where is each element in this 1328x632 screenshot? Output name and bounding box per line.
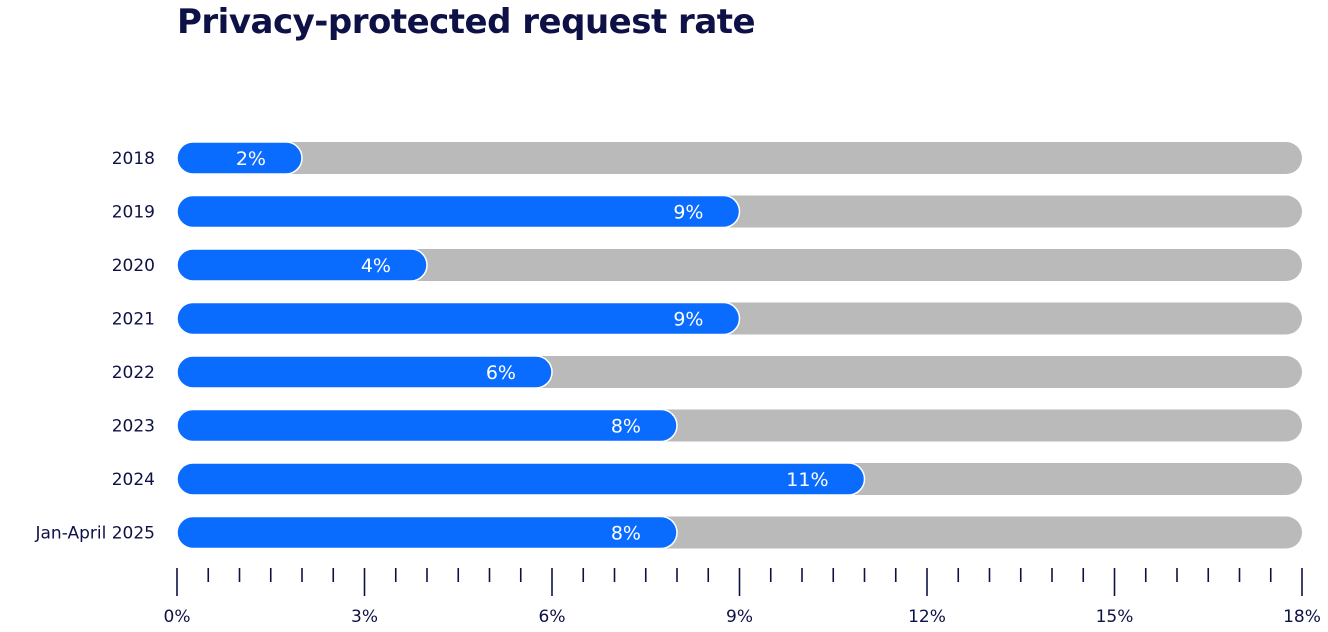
category-labels: 2018 2019 2020 2021 2022 2023 2024 Jan-April 20… xyxy=(35,149,156,544)
bar xyxy=(176,462,866,496)
x-tick-label: 3% xyxy=(351,607,378,627)
bar xyxy=(176,408,678,443)
category-label: 2024 xyxy=(112,470,155,490)
bar xyxy=(176,355,553,389)
x-tick-label: 6% xyxy=(539,607,566,627)
x-tick-label: 15% xyxy=(1096,607,1134,627)
category-label: 2020 xyxy=(112,256,155,276)
x-tick-label: 0% xyxy=(164,607,191,627)
chart-title: Privacy-protected request rate xyxy=(177,2,756,42)
bar xyxy=(176,194,741,229)
bar-value-label: 9% xyxy=(673,309,703,331)
bar-value-label: 8% xyxy=(611,523,641,545)
bar-value-label: 2% xyxy=(236,148,266,170)
bar xyxy=(176,515,678,550)
bar-value-label: 6% xyxy=(486,362,516,384)
bar-value-labels: 2% 9% 4% 9% 6% 8% 11% 8% xyxy=(236,148,829,545)
bar xyxy=(176,248,428,282)
x-axis: 0% 3% 6% 9% 12% 15% 18% xyxy=(164,568,1321,627)
x-tick-label: 9% xyxy=(726,607,753,627)
category-label: 2021 xyxy=(112,310,155,330)
bar-track xyxy=(177,249,1302,281)
x-tick-label: 12% xyxy=(908,607,946,627)
bar-value-label: 9% xyxy=(673,202,703,224)
category-label: 2022 xyxy=(112,363,155,383)
bar xyxy=(176,301,741,336)
x-tick-label: 18% xyxy=(1283,607,1321,627)
bars xyxy=(176,141,866,550)
bar-value-label: 11% xyxy=(786,469,828,491)
category-label: 2019 xyxy=(112,203,155,223)
category-label: Jan-April 2025 xyxy=(35,524,156,544)
category-label: 2018 xyxy=(112,149,155,169)
bar xyxy=(176,141,303,175)
bar-track xyxy=(177,142,1302,174)
bar-value-label: 8% xyxy=(611,416,641,438)
category-label: 2023 xyxy=(112,417,155,437)
bar-value-label: 4% xyxy=(361,255,391,277)
